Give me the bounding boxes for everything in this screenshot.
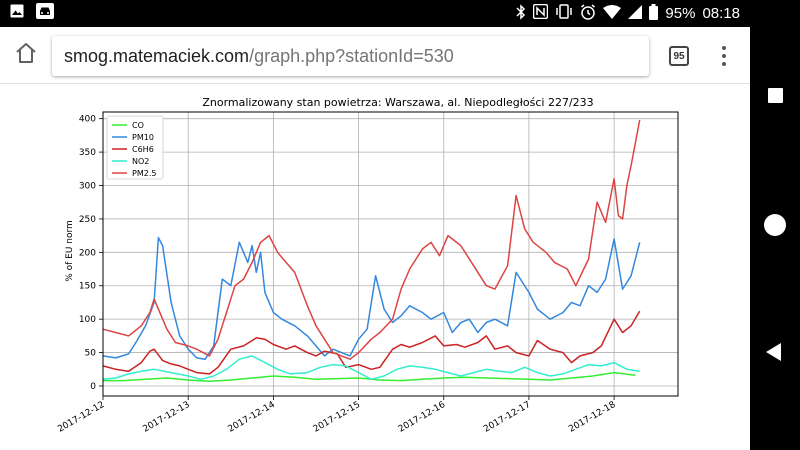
chart-area: Znormalizowany stan powietrza: Warszawa,… (0, 85, 750, 450)
x-tick-label: 2017-12-16 (397, 400, 448, 435)
legend-label: PM10 (132, 133, 154, 142)
x-tick-label: 2017-12-17 (482, 400, 532, 435)
y-tick-label: 100 (79, 315, 96, 325)
y-tick-label: 350 (79, 148, 96, 158)
x-tick-label: 2017-12-15 (312, 400, 362, 435)
y-axis-label: % of EU norm (65, 220, 75, 282)
url-path: /graph.php?stationId=530 (249, 45, 454, 66)
nfc-icon (533, 3, 549, 22)
series-line-c6h6 (102, 310, 641, 375)
y-tick-label: 0 (90, 382, 96, 392)
wifi-icon (603, 4, 622, 22)
y-tick-label: 400 (79, 115, 96, 125)
home-button[interactable] (10, 39, 42, 71)
line-chart: Znormalizowany stan powietrza: Warszawa,… (56, 96, 679, 435)
vibrate-icon (555, 4, 573, 22)
y-tick-label: 300 (79, 182, 96, 192)
status-left (10, 3, 54, 24)
x-tick-label: 2017-12-18 (567, 400, 618, 435)
tab-count: 95 (673, 50, 685, 62)
y-tick-label: 150 (79, 282, 96, 292)
series-line-co (103, 371, 636, 383)
legend-label: C6H6 (132, 145, 154, 154)
more-vert-icon[interactable] (712, 41, 736, 71)
x-tick-label: 2017-12-13 (141, 400, 191, 435)
recents-icon[interactable] (768, 88, 783, 103)
home-icon (14, 41, 38, 70)
image-icon (10, 4, 24, 23)
legend: CO PM10 C6H6 NO2 PM2.5 (106, 115, 164, 180)
car-icon (36, 3, 54, 24)
home-circle-icon[interactable] (764, 214, 786, 236)
x-tick-label: 2017-12-14 (227, 400, 278, 435)
chart-title: Znormalizowany stan powietrza: Warszawa,… (202, 96, 593, 109)
plot-frame (102, 111, 679, 397)
legend-label: PM2.5 (132, 169, 156, 178)
battery-icon (649, 3, 659, 23)
battery-percent: 95% (665, 4, 696, 22)
url-host: smog.matemaciek.com (64, 45, 250, 66)
signal-icon (628, 4, 643, 22)
legend-label: NO2 (132, 157, 149, 166)
series-line-no2 (102, 355, 640, 381)
url-bar[interactable]: smog.matemaciek.com/graph.php?stationId=… (52, 36, 649, 76)
x-tick-label: 2017-12-12 (56, 400, 106, 435)
series-line-pm10 (102, 236, 641, 360)
series-line-pm25 (102, 119, 641, 360)
legend-box (106, 115, 164, 180)
tabs-button[interactable]: 95 (669, 46, 689, 66)
y-tick-label: 250 (79, 215, 96, 225)
browser-toolbar: smog.matemaciek.com/graph.php?stationId=… (0, 27, 750, 84)
y-tick-label: 200 (79, 248, 96, 258)
alarm-icon (580, 3, 596, 23)
clock: 08:18 (702, 4, 740, 22)
android-nav-bar (750, 0, 800, 450)
back-icon[interactable] (766, 343, 781, 361)
series-layer (102, 119, 641, 383)
legend-label: CO (132, 121, 144, 130)
status-bar: 95% 08:18 (0, 0, 750, 27)
y-tick-label: 50 (85, 349, 97, 359)
bluetooth-icon (516, 3, 526, 23)
status-right: 95% 08:18 (516, 3, 740, 23)
